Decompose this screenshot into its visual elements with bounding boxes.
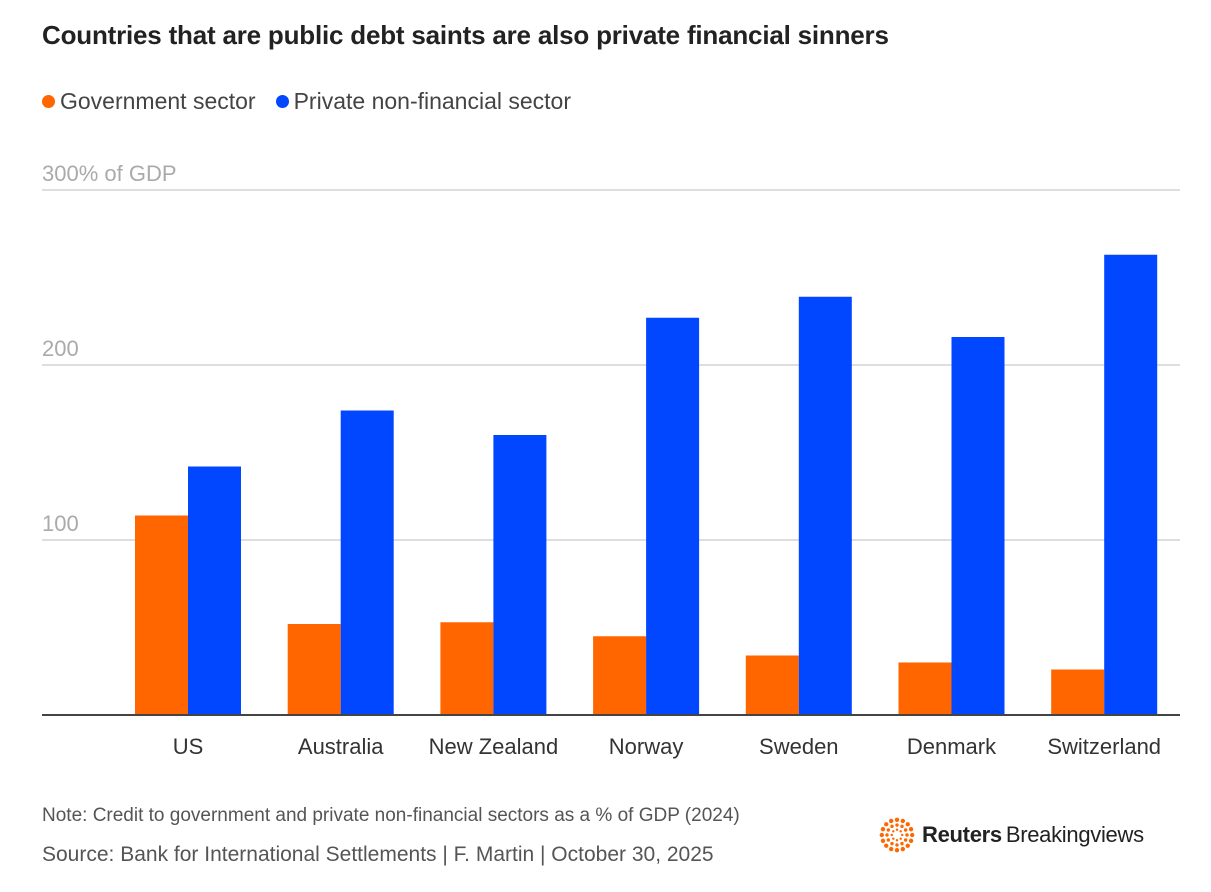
logo-dot: [900, 824, 904, 829]
reuters-breakingviews-logo: Reuters Breakingviews: [878, 816, 1144, 854]
bar-private: [340, 410, 394, 715]
y-tick-label: 200: [42, 336, 79, 361]
logo-dot: [880, 838, 886, 844]
logo-dot: [908, 838, 914, 844]
legend-label-government: Government sector: [60, 88, 256, 114]
logo-dot: [895, 823, 899, 827]
logo-dot: [894, 848, 900, 853]
bar-private: [188, 466, 241, 715]
chart-note: Note: Credit to government and private n…: [42, 805, 740, 826]
logo-dot: [890, 824, 894, 829]
logo-dot: [884, 843, 889, 848]
chart-title: Countries that are public debt saints ar…: [42, 20, 889, 50]
bar-government: [287, 624, 341, 715]
x-tick-label: US: [173, 734, 204, 759]
logo-dot: [899, 830, 902, 833]
bar-government: [1051, 669, 1105, 715]
x-tick-label: Australia: [298, 734, 384, 759]
legend-label-private: Private non-financial sector: [293, 88, 572, 114]
logo-dot: [894, 817, 900, 822]
logo-dot: [905, 822, 910, 827]
legend-item-government: Government sector: [42, 88, 256, 115]
chart-source: Source: Bank for International Settlemen…: [42, 843, 714, 866]
logo-dot: [879, 832, 884, 838]
logo-dot: [895, 838, 899, 842]
logo-dot: [910, 832, 915, 838]
logo-dot: [895, 843, 899, 847]
bar-private: [493, 435, 547, 715]
logo-dot: [888, 818, 894, 824]
bar-private: [798, 296, 852, 715]
x-tick-label: Sweden: [759, 734, 839, 759]
logo-dot: [880, 826, 886, 832]
logo-dot: [900, 841, 904, 846]
logo-dot: [900, 818, 906, 824]
logo-dot: [890, 833, 894, 837]
logo-dot: [885, 833, 889, 837]
logo-dot: [903, 838, 908, 842]
logo-dot: [888, 846, 894, 852]
bar-private: [1104, 254, 1158, 715]
logo-dot: [900, 833, 904, 837]
logo-dot: [905, 833, 909, 837]
legend-item-private: Private non-financial sector: [275, 88, 572, 115]
bar-government: [593, 636, 647, 715]
logo-dot: [886, 838, 891, 842]
logo-dot: [884, 822, 889, 827]
x-tick-label: Denmark: [907, 734, 997, 759]
bar-government: [135, 515, 188, 715]
logo-dot: [903, 828, 908, 832]
x-tick-label: Switzerland: [1047, 734, 1161, 759]
logo-dot: [890, 841, 894, 846]
brand-name: Reuters: [922, 822, 1002, 847]
logo-dot: [900, 846, 906, 852]
y-tick-label: 300% of GDP: [42, 161, 177, 186]
logo-dot: [886, 828, 891, 832]
bar-government: [898, 662, 952, 715]
legend-marker-government: [42, 95, 55, 108]
bar-private: [646, 317, 700, 715]
logo-dot: [892, 837, 895, 840]
logo-dot: [895, 828, 899, 832]
bar-private: [951, 337, 1005, 715]
reuters-dots-icon: [879, 817, 915, 853]
logo-dot: [905, 843, 910, 848]
logo-dot: [899, 837, 902, 840]
brand-sub: Breakingviews: [1005, 822, 1144, 847]
logo-dot: [908, 826, 914, 832]
y-tick-label: 100: [42, 511, 79, 536]
bar-government: [745, 655, 799, 715]
logo-dot: [892, 830, 895, 833]
x-tick-label: New Zealand: [429, 734, 559, 759]
chart-legend: Government sector Private non-financial …: [42, 88, 591, 115]
bar-government: [440, 622, 494, 715]
x-tick-label: Norway: [609, 734, 684, 759]
legend-marker-private: [275, 95, 289, 108]
